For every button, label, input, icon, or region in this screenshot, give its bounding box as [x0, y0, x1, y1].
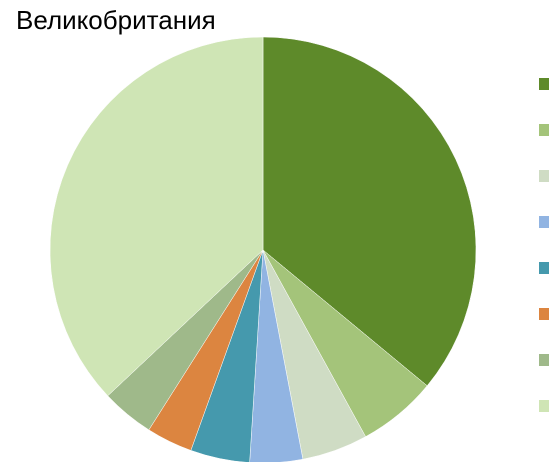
pie-slice — [249, 249, 304, 462]
legend-swatch — [539, 262, 549, 274]
legend-swatch — [539, 354, 549, 366]
legend-swatch — [539, 216, 549, 228]
legend-swatch — [539, 78, 549, 90]
legend-swatch — [539, 124, 549, 136]
legend-swatch — [539, 308, 549, 320]
annotation: Великобритания — [16, 5, 216, 35]
legend-swatch — [539, 170, 549, 182]
legend-swatch — [539, 400, 549, 412]
pie-slice — [262, 36, 477, 387]
pie-slice — [49, 36, 264, 397]
